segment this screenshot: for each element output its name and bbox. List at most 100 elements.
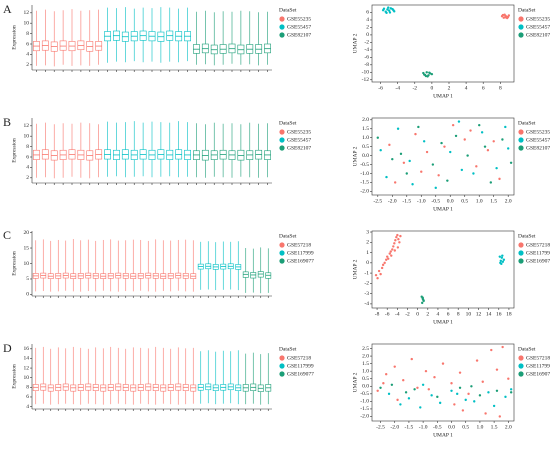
point xyxy=(498,255,501,258)
legend-dot xyxy=(279,32,285,38)
point xyxy=(390,383,394,386)
point xyxy=(382,382,385,385)
y-tick-label: 4 xyxy=(26,52,29,58)
point xyxy=(501,138,504,141)
point xyxy=(469,129,472,132)
y-tick-label: -2 xyxy=(364,40,369,46)
point xyxy=(396,127,400,130)
y-axis-label: UMAP 2 xyxy=(352,372,358,392)
legend-dot xyxy=(279,258,285,264)
y-tick-label: 0.5 xyxy=(362,376,369,382)
y-tick-label: 10 xyxy=(24,20,30,26)
point xyxy=(389,250,392,253)
point xyxy=(458,386,462,389)
y-tick-label: 12 xyxy=(24,10,30,16)
y-tick-label: 20 xyxy=(24,230,30,236)
x-axis-label: UMAP 1 xyxy=(433,93,453,99)
legend-label: GSE55235 xyxy=(287,129,311,135)
y-tick-label: 4 xyxy=(26,165,29,171)
y-axis-label: Expression xyxy=(11,138,17,163)
y-tick-label: 1 xyxy=(366,250,369,256)
x-tick-label: 18 xyxy=(506,311,512,317)
point xyxy=(383,261,386,265)
legend-dot xyxy=(279,145,285,151)
point xyxy=(422,73,426,76)
point xyxy=(376,277,379,280)
point xyxy=(393,181,397,184)
x-tick-label: 2 xyxy=(448,85,451,91)
point xyxy=(388,252,391,255)
legend-dot xyxy=(279,250,285,256)
x-tick-label: -4 xyxy=(395,311,400,317)
y-tick-label: -4 xyxy=(364,47,369,53)
legend-dot xyxy=(279,371,285,377)
point xyxy=(475,359,479,362)
point xyxy=(509,388,513,391)
point xyxy=(430,72,434,76)
legend-dot xyxy=(279,137,285,143)
legend-label: GSE117999 xyxy=(287,250,314,256)
point xyxy=(387,6,390,9)
box-body xyxy=(59,40,67,51)
point xyxy=(440,141,443,145)
point xyxy=(507,14,511,17)
point xyxy=(495,368,499,371)
point xyxy=(478,394,482,397)
point xyxy=(399,234,402,238)
point xyxy=(408,159,411,163)
point xyxy=(426,75,429,78)
y-tick-label: 14 xyxy=(24,356,30,362)
legend-label: GSE55457 xyxy=(526,137,550,143)
point xyxy=(463,138,466,141)
point xyxy=(393,242,396,245)
legend-label: GSE82107 xyxy=(526,32,550,38)
point xyxy=(504,125,507,129)
point xyxy=(500,256,504,259)
point xyxy=(498,415,501,418)
y-tick-label: -1.5 xyxy=(360,406,369,412)
legend-label: GSE117999 xyxy=(526,250,550,256)
point xyxy=(457,120,461,123)
y-axis-label: UMAP 2 xyxy=(352,33,358,53)
x-tick-label: 0.0 xyxy=(447,198,454,204)
y-tick-label: -8 xyxy=(364,62,369,68)
point xyxy=(502,258,506,261)
point xyxy=(397,238,400,241)
y-tick-label: 15 xyxy=(24,245,30,251)
y-tick-label: 16 xyxy=(24,346,30,352)
point xyxy=(411,183,414,186)
legend-label: GSE55457 xyxy=(287,24,311,30)
y-tick-label: 0.5 xyxy=(362,144,369,150)
legend-label: GSE169077 xyxy=(526,258,550,264)
x-tick-label: -1.5 xyxy=(402,198,411,204)
legend-dot xyxy=(518,363,524,369)
point xyxy=(443,145,446,148)
point xyxy=(395,235,398,239)
point xyxy=(394,239,397,242)
point xyxy=(495,389,499,393)
point xyxy=(393,249,397,252)
y-tick-label: 0.0 xyxy=(362,384,369,390)
point xyxy=(428,71,431,74)
x-tick-label: 1.5 xyxy=(491,424,498,430)
legend-label: GSE57218 xyxy=(526,242,550,248)
point xyxy=(461,409,465,412)
y-tick-label: -3 xyxy=(364,291,369,297)
legend-dot xyxy=(518,250,524,256)
y-tick-label: -0.5 xyxy=(360,162,369,168)
x-tick-label: 2 xyxy=(426,311,429,317)
point xyxy=(487,391,490,394)
y-tick-label: 10 xyxy=(24,375,30,381)
x-tick-label: -2.5 xyxy=(376,424,385,430)
point xyxy=(376,389,379,393)
point xyxy=(446,179,449,182)
x-tick-label: 8 xyxy=(499,85,502,91)
point xyxy=(501,345,504,349)
legend-title: DataSet xyxy=(518,346,536,352)
point xyxy=(486,149,490,152)
x-tick-label: -2 xyxy=(405,311,410,317)
point xyxy=(421,296,424,299)
y-tick-label: 10 xyxy=(24,261,30,267)
point xyxy=(436,395,439,399)
